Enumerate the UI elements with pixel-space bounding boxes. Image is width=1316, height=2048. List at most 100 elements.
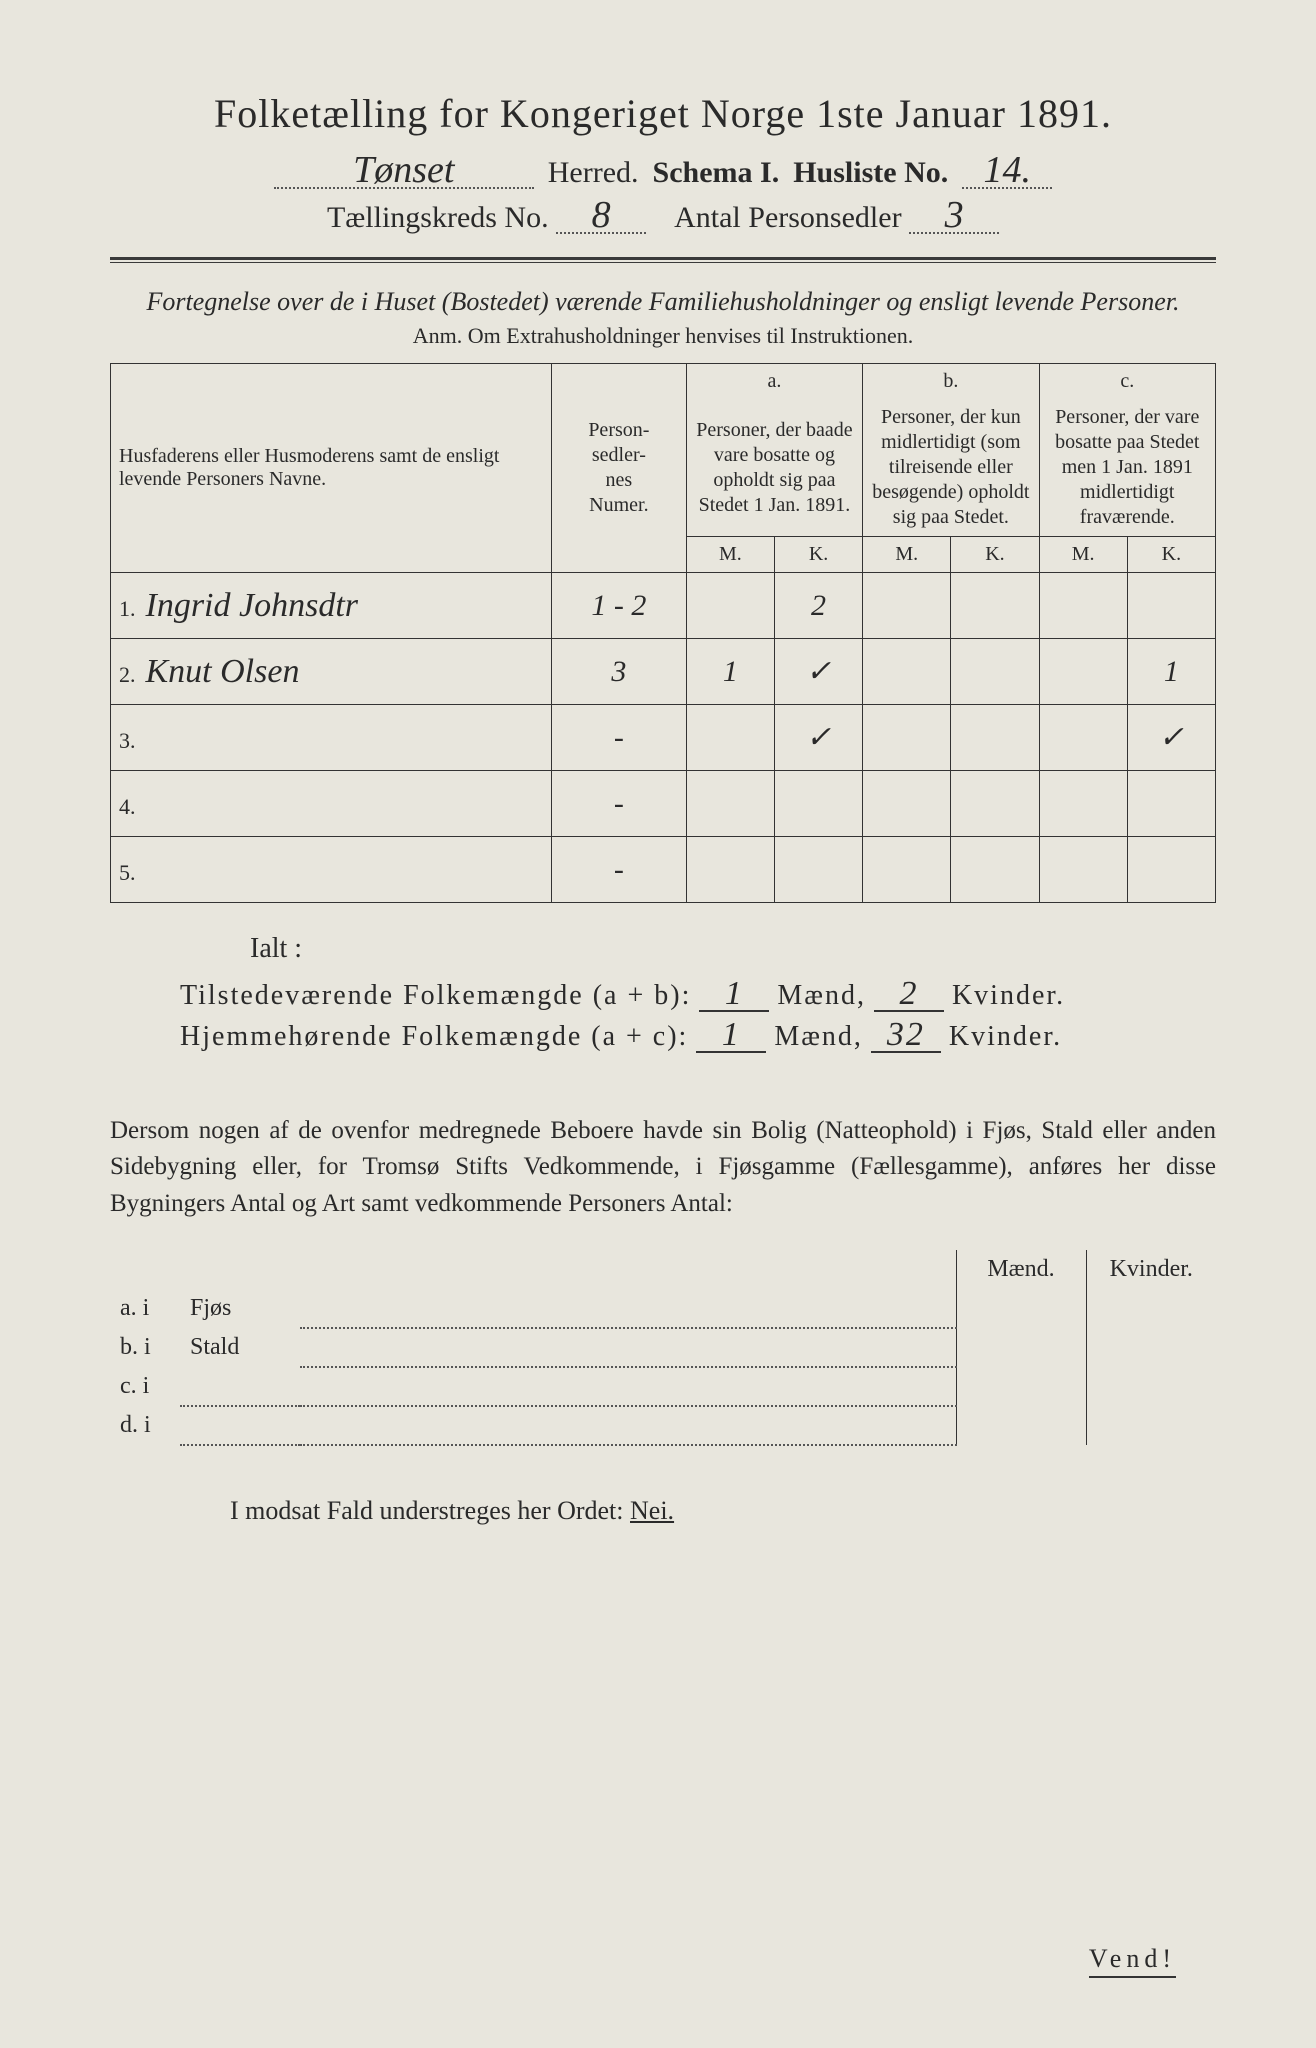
cell-b-m bbox=[863, 771, 951, 837]
cell-b-m bbox=[863, 573, 951, 639]
group-b-text: Personer, der kun midlertidigt (som tilr… bbox=[863, 399, 1039, 537]
cell-c-k: ✓ bbox=[1127, 705, 1215, 771]
resident-label: Hjemmehørende Folkemængde (a + c): bbox=[180, 1021, 688, 1053]
cell-c-m bbox=[1039, 639, 1127, 705]
totals-row-present: Tilstedeværende Folkemængde (a + b): 1 M… bbox=[180, 979, 1216, 1012]
resident-m-value: 1 bbox=[696, 1020, 766, 1053]
buildings-table: Mænd. Kvinder. a. i Fjøs b. i Stald c. i… bbox=[110, 1250, 1216, 1446]
cell-c-m bbox=[1039, 771, 1127, 837]
cell-a-m: 1 bbox=[686, 639, 774, 705]
col-c-k: K. bbox=[1127, 537, 1215, 573]
husliste-value: 14. bbox=[962, 155, 1052, 189]
cell-c-k bbox=[1127, 837, 1215, 903]
table-row: 1.Ingrid Johnsdtr 1 - 2 2 bbox=[111, 573, 1216, 639]
bld-head-m: Mænd. bbox=[956, 1250, 1086, 1289]
present-m-value: 1 bbox=[699, 979, 769, 1012]
cell-c-k bbox=[1127, 573, 1215, 639]
col-header-name: Husfaderens eller Husmoderens samt de en… bbox=[111, 364, 552, 573]
row-number: 5. bbox=[119, 860, 136, 885]
cell-num: - bbox=[552, 771, 687, 837]
col-a-k: K. bbox=[774, 537, 862, 573]
bld-row: a. i Fjøs bbox=[110, 1289, 1216, 1328]
totals-block: Ialt : Tilstedeværende Folkemængde (a + … bbox=[110, 933, 1216, 1053]
census-table: Husfaderens eller Husmoderens samt de en… bbox=[110, 363, 1216, 903]
resident-k-value: 32 bbox=[871, 1020, 941, 1053]
table-row: 5. - bbox=[111, 837, 1216, 903]
maend-label: Mænd, bbox=[774, 1021, 863, 1053]
cell-num: - bbox=[552, 837, 687, 903]
person-name: Knut Olsen bbox=[146, 653, 300, 690]
cell-num: 1 - 2 bbox=[552, 573, 687, 639]
cell-c-m bbox=[1039, 573, 1127, 639]
bld-cell-k bbox=[1086, 1367, 1216, 1406]
cell-b-k bbox=[951, 639, 1039, 705]
cell-a-m bbox=[686, 573, 774, 639]
bld-cell-m bbox=[956, 1289, 1086, 1328]
kreds-label: Tællingskreds No. bbox=[327, 201, 549, 234]
husliste-label: Husliste No. bbox=[793, 156, 948, 190]
schema-label: Schema I. bbox=[653, 156, 780, 190]
kvinder-label: Kvinder. bbox=[949, 1021, 1062, 1053]
herred-label: Herred. bbox=[548, 156, 639, 190]
row-number: 4. bbox=[119, 794, 136, 819]
cell-b-m bbox=[863, 639, 951, 705]
divider bbox=[110, 257, 1216, 263]
col-c-m: M. bbox=[1039, 537, 1127, 573]
bld-cell-k bbox=[1086, 1406, 1216, 1445]
bld-row-kind bbox=[180, 1406, 300, 1445]
bld-cell-k bbox=[1086, 1289, 1216, 1328]
present-k-value: 2 bbox=[874, 979, 944, 1012]
cell-a-k bbox=[774, 837, 862, 903]
cell-b-k bbox=[951, 771, 1039, 837]
cell-b-k bbox=[951, 837, 1039, 903]
header-row-2: Tællingskreds No. 8 Antal Personsedler 3 bbox=[110, 200, 1216, 235]
person-name: Ingrid Johnsdtr bbox=[146, 587, 359, 624]
cell-a-k: ✓ bbox=[774, 705, 862, 771]
table-row: 4. - bbox=[111, 771, 1216, 837]
row-number: 3. bbox=[119, 728, 136, 753]
bld-row-kind: Stald bbox=[180, 1328, 300, 1367]
cell-a-k: 2 bbox=[774, 573, 862, 639]
kreds-value: 8 bbox=[556, 200, 646, 234]
instruction-1: Fortegnelse over de i Huset (Bostedet) v… bbox=[110, 287, 1216, 317]
antal-value: 3 bbox=[909, 200, 999, 234]
bld-row: c. i bbox=[110, 1367, 1216, 1406]
antal-label: Antal Personsedler bbox=[674, 201, 901, 234]
bld-cell-m bbox=[956, 1367, 1086, 1406]
bld-row-label: d. i bbox=[110, 1406, 180, 1445]
cell-num: 3 bbox=[552, 639, 687, 705]
cell-c-k bbox=[1127, 771, 1215, 837]
header-row-1: Tønset Herred. Schema I. Husliste No. 14… bbox=[110, 155, 1216, 190]
group-a-text: Personer, der baade vare bosatte og opho… bbox=[686, 399, 862, 537]
cell-c-m bbox=[1039, 837, 1127, 903]
cell-a-k bbox=[774, 771, 862, 837]
herred-value: Tønset bbox=[274, 155, 534, 189]
bld-row: d. i bbox=[110, 1406, 1216, 1445]
present-label: Tilstedeværende Folkemængde (a + b): bbox=[180, 980, 691, 1012]
form-title: Folketælling for Kongeriget Norge 1ste J… bbox=[110, 90, 1216, 137]
bld-cell-k bbox=[1086, 1328, 1216, 1367]
cell-a-m bbox=[686, 771, 774, 837]
col-header-number: Person- sedler- nes Numer. bbox=[552, 364, 687, 573]
bld-cell-m bbox=[956, 1328, 1086, 1367]
table-row: 2.Knut Olsen 3 1 ✓ 1 bbox=[111, 639, 1216, 705]
census-table-body: 1.Ingrid Johnsdtr 1 - 2 2 2.Knut Olsen 3… bbox=[111, 573, 1216, 903]
ialt-label: Ialt : bbox=[250, 933, 1216, 965]
cell-c-k: 1 bbox=[1127, 639, 1215, 705]
bld-cell-m bbox=[956, 1406, 1086, 1445]
maend-label: Mænd, bbox=[777, 980, 866, 1012]
cell-b-k bbox=[951, 705, 1039, 771]
bld-row-kind bbox=[180, 1367, 300, 1406]
group-c-tag: c. bbox=[1039, 364, 1215, 400]
cell-a-m bbox=[686, 837, 774, 903]
instruction-2: Anm. Om Extrahusholdninger henvises til … bbox=[110, 323, 1216, 349]
bld-row-kind: Fjøs bbox=[180, 1289, 300, 1328]
bld-row: b. i Stald bbox=[110, 1328, 1216, 1367]
col-b-k: K. bbox=[951, 537, 1039, 573]
cell-c-m bbox=[1039, 705, 1127, 771]
col-b-m: M. bbox=[863, 537, 951, 573]
nei-word: Nei. bbox=[630, 1496, 674, 1525]
bld-row-label: c. i bbox=[110, 1367, 180, 1406]
cell-b-m bbox=[863, 837, 951, 903]
totals-row-resident: Hjemmehørende Folkemængde (a + c): 1 Mæn… bbox=[180, 1020, 1216, 1053]
